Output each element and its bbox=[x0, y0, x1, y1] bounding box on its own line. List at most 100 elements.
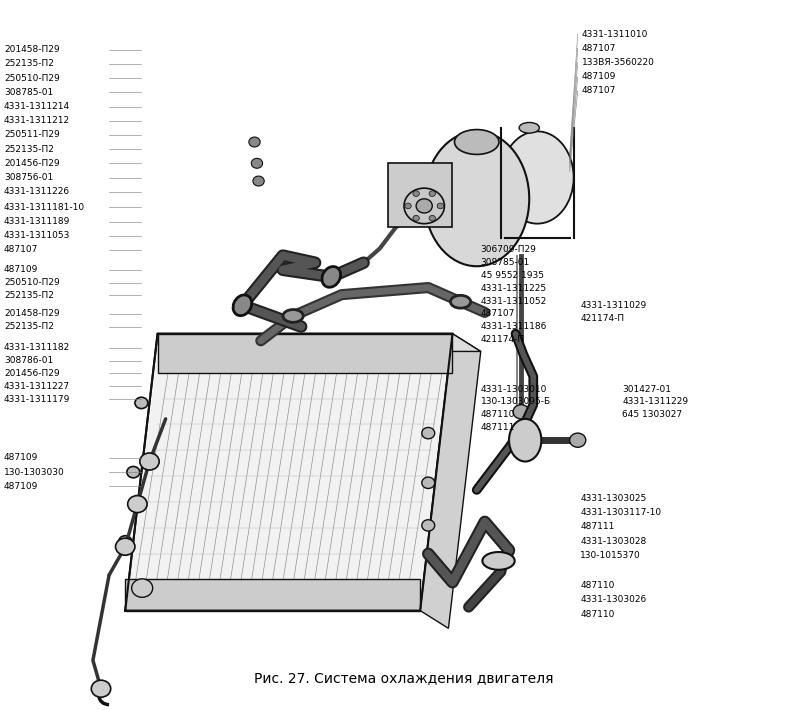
Text: 487109: 487109 bbox=[582, 72, 617, 81]
Text: 250510-П29: 250510-П29 bbox=[4, 74, 60, 82]
Text: 4331-1311229: 4331-1311229 bbox=[622, 398, 688, 406]
Text: 487110: 487110 bbox=[481, 410, 516, 419]
Circle shape bbox=[404, 188, 444, 224]
Text: 4331-1311227: 4331-1311227 bbox=[4, 382, 70, 390]
Circle shape bbox=[413, 191, 419, 197]
Circle shape bbox=[422, 427, 435, 439]
Text: 4331-1311186: 4331-1311186 bbox=[481, 322, 547, 331]
Text: 4331-1311214: 4331-1311214 bbox=[4, 102, 70, 111]
Text: 252135-П2: 252135-П2 bbox=[4, 60, 54, 68]
Text: 201458-П29: 201458-П29 bbox=[4, 310, 60, 318]
Text: 487107: 487107 bbox=[582, 87, 617, 95]
Circle shape bbox=[132, 579, 153, 597]
Ellipse shape bbox=[519, 122, 539, 133]
Circle shape bbox=[405, 203, 411, 209]
Circle shape bbox=[429, 191, 436, 197]
Text: 4331-1311053: 4331-1311053 bbox=[4, 231, 70, 240]
Text: 487107: 487107 bbox=[481, 310, 516, 318]
Circle shape bbox=[437, 203, 444, 209]
Text: 4331-1311179: 4331-1311179 bbox=[4, 395, 70, 403]
Ellipse shape bbox=[450, 295, 470, 308]
Text: 4331-1303010: 4331-1303010 bbox=[481, 385, 547, 393]
Ellipse shape bbox=[322, 266, 341, 288]
Circle shape bbox=[516, 425, 527, 435]
Text: 487110: 487110 bbox=[580, 581, 615, 590]
Circle shape bbox=[253, 176, 264, 186]
Text: 645 1303027: 645 1303027 bbox=[622, 410, 682, 419]
Text: Рис. 27. Система охлаждения двигателя: Рис. 27. Система охлаждения двигателя bbox=[255, 671, 553, 685]
Ellipse shape bbox=[482, 552, 515, 569]
Text: 250510-П29: 250510-П29 bbox=[4, 278, 60, 287]
Text: 306709-П29: 306709-П29 bbox=[481, 246, 537, 254]
Text: 4331-1311212: 4331-1311212 bbox=[4, 116, 70, 125]
Text: 4331-1303026: 4331-1303026 bbox=[580, 596, 646, 604]
Text: 4331-1311189: 4331-1311189 bbox=[4, 217, 70, 226]
Text: 4331-1311226: 4331-1311226 bbox=[4, 187, 70, 196]
Text: 201456-П29: 201456-П29 bbox=[4, 159, 60, 168]
Text: 421174-П: 421174-П bbox=[580, 314, 625, 322]
Text: 252135-П2: 252135-П2 bbox=[4, 291, 54, 300]
Text: 130-1015370: 130-1015370 bbox=[580, 551, 641, 559]
Text: 4331-1303117-10: 4331-1303117-10 bbox=[580, 508, 661, 517]
Text: 487107: 487107 bbox=[4, 246, 39, 254]
Ellipse shape bbox=[283, 310, 303, 322]
Text: 252135-П2: 252135-П2 bbox=[4, 322, 54, 331]
Text: 308786-01: 308786-01 bbox=[4, 356, 53, 365]
Text: 487111: 487111 bbox=[580, 523, 615, 531]
Text: 4331-1303028: 4331-1303028 bbox=[580, 537, 646, 545]
Text: 250511-П29: 250511-П29 bbox=[4, 131, 60, 139]
Text: 308785-01: 308785-01 bbox=[4, 88, 53, 97]
Text: 308785-01: 308785-01 bbox=[481, 258, 530, 267]
Polygon shape bbox=[125, 334, 452, 611]
Polygon shape bbox=[420, 334, 481, 628]
Text: 308756-01: 308756-01 bbox=[4, 173, 53, 182]
Text: 133ВЯ-3560220: 133ВЯ-3560220 bbox=[582, 58, 654, 67]
Circle shape bbox=[119, 535, 132, 547]
Circle shape bbox=[251, 158, 263, 168]
Ellipse shape bbox=[509, 419, 541, 462]
Text: 45 9552 1935: 45 9552 1935 bbox=[481, 271, 544, 280]
Text: 130-1303095-Б: 130-1303095-Б bbox=[481, 398, 551, 406]
Text: 4331-1311052: 4331-1311052 bbox=[481, 297, 547, 305]
Text: 4331-1311182: 4331-1311182 bbox=[4, 344, 70, 352]
Text: 4331-1311181-10: 4331-1311181-10 bbox=[4, 203, 85, 212]
Circle shape bbox=[249, 137, 260, 147]
Text: 201458-П29: 201458-П29 bbox=[4, 45, 60, 54]
Text: 4331-1303025: 4331-1303025 bbox=[580, 494, 646, 503]
Circle shape bbox=[570, 433, 586, 447]
Text: 4331-1311225: 4331-1311225 bbox=[481, 284, 547, 293]
Text: 487110: 487110 bbox=[580, 610, 615, 618]
Circle shape bbox=[416, 199, 432, 213]
Text: 130-1303030: 130-1303030 bbox=[4, 468, 65, 476]
Circle shape bbox=[422, 520, 435, 531]
Circle shape bbox=[127, 466, 140, 478]
Circle shape bbox=[413, 215, 419, 221]
Text: 487107: 487107 bbox=[582, 44, 617, 53]
Circle shape bbox=[140, 453, 159, 470]
Polygon shape bbox=[158, 334, 452, 373]
Text: 487109: 487109 bbox=[4, 266, 39, 274]
Text: 201456-П29: 201456-П29 bbox=[4, 369, 60, 378]
Ellipse shape bbox=[454, 129, 499, 154]
Circle shape bbox=[128, 496, 147, 513]
Circle shape bbox=[422, 477, 435, 488]
Text: 487109: 487109 bbox=[4, 454, 39, 462]
Text: 252135-П2: 252135-П2 bbox=[4, 145, 54, 153]
Text: 4331-1311010: 4331-1311010 bbox=[582, 30, 648, 38]
Circle shape bbox=[116, 538, 135, 555]
Ellipse shape bbox=[501, 131, 574, 224]
Circle shape bbox=[135, 398, 148, 409]
Text: 301427-01: 301427-01 bbox=[622, 385, 671, 393]
Text: 4331-1311029: 4331-1311029 bbox=[580, 301, 646, 310]
Text: 421174-П: 421174-П bbox=[481, 335, 525, 344]
Ellipse shape bbox=[424, 131, 529, 266]
Circle shape bbox=[513, 405, 529, 419]
Bar bbox=[388, 163, 452, 227]
Polygon shape bbox=[125, 579, 420, 611]
Ellipse shape bbox=[233, 295, 252, 316]
Circle shape bbox=[429, 215, 436, 221]
Polygon shape bbox=[158, 334, 481, 351]
Text: 487111: 487111 bbox=[481, 423, 516, 432]
Text: 487109: 487109 bbox=[4, 482, 39, 491]
Circle shape bbox=[91, 680, 111, 697]
